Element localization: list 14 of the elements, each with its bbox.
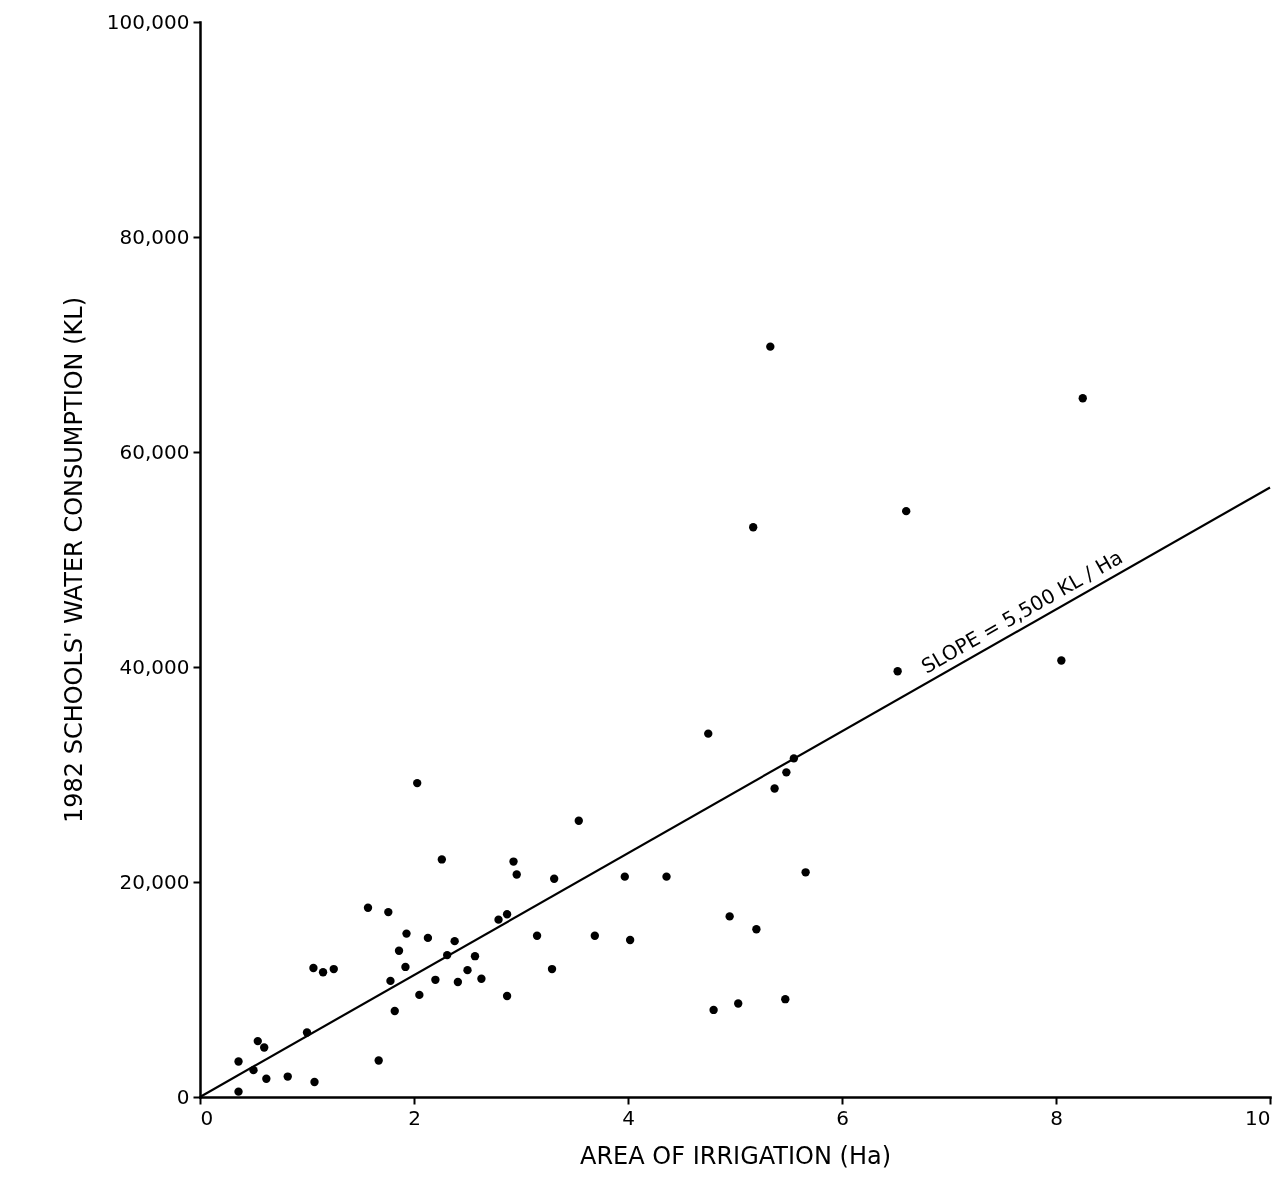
x-tick-label: 6 — [836, 1105, 849, 1130]
x-tick-label: 8 — [1050, 1105, 1063, 1130]
x-tick-label: 2 — [408, 1105, 421, 1130]
x-tick-label: 4 — [622, 1105, 635, 1130]
x-axis-title: AREA OF IRRIGATION (Ha) — [580, 1141, 891, 1170]
y-tick-label: 100,000 — [106, 9, 190, 34]
x-tick-label: 10 — [1245, 1105, 1271, 1130]
y-tick-label: 80,000 — [119, 224, 190, 249]
y-tick-label: 20,000 — [119, 869, 190, 894]
x-tick-label: 0 — [200, 1105, 214, 1130]
y-tick-label: 60,000 — [119, 439, 190, 464]
y-tick-label: 40,000 — [119, 654, 190, 679]
y-tick-label: 0 — [176, 1084, 190, 1109]
y-axis-title: 1982 SCHOOLS' WATER CONSUMPTION (KL) — [59, 296, 88, 824]
